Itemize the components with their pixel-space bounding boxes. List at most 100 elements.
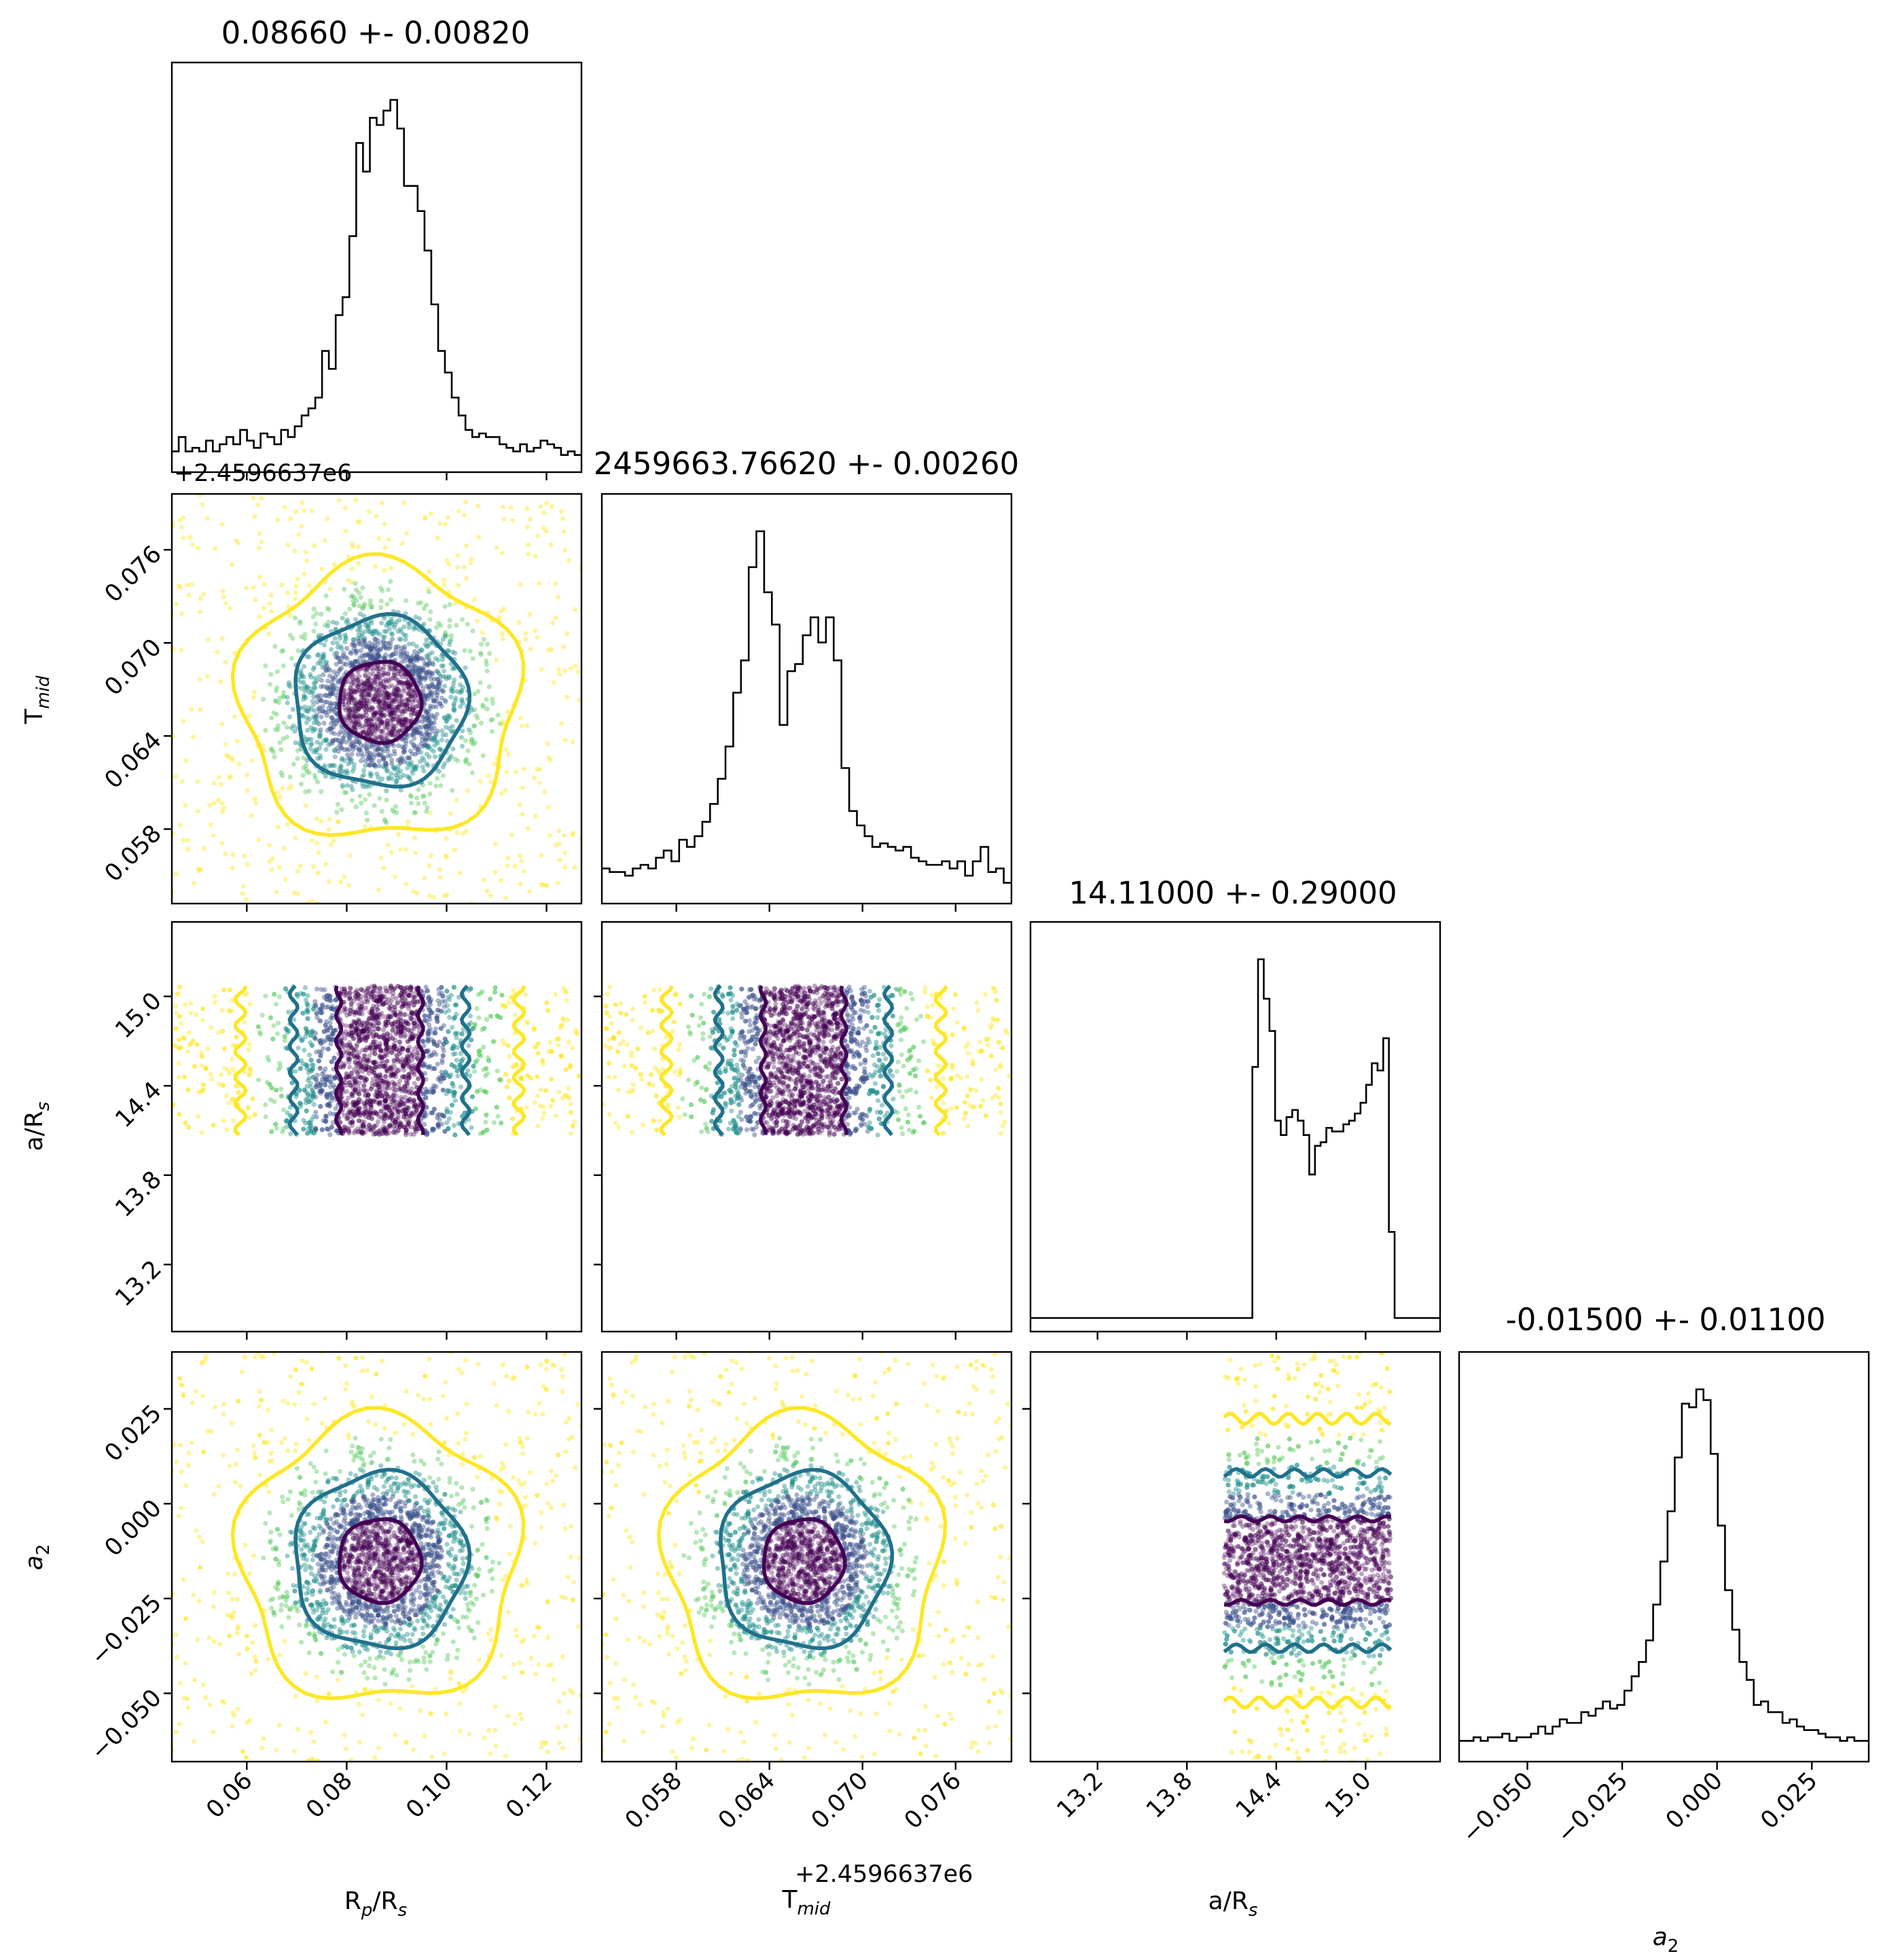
scatter-point — [339, 665, 344, 671]
scatter-point — [406, 641, 412, 647]
scatter-point — [533, 1044, 538, 1050]
scatter-point — [463, 759, 469, 765]
scatter-point — [295, 891, 301, 896]
scatter-point — [435, 1077, 441, 1082]
scatter-point — [480, 1027, 485, 1033]
scatter-point — [533, 813, 539, 819]
scatter-point — [293, 1069, 298, 1074]
scatter-point — [381, 707, 387, 712]
scatter-point — [434, 686, 440, 692]
scatter-point — [358, 997, 363, 1002]
scatter-point — [356, 706, 361, 711]
scatter-point — [402, 1084, 408, 1090]
scatter-point — [392, 1081, 397, 1086]
scatter-point — [439, 737, 444, 743]
scatter-point — [383, 1090, 389, 1097]
scatter-point — [418, 675, 423, 681]
scatter-point — [387, 703, 392, 709]
scatter-point — [345, 679, 351, 684]
scatter-point — [371, 1060, 376, 1065]
scatter-point — [353, 643, 358, 648]
scatter-point — [367, 640, 372, 646]
scatter-point — [408, 682, 413, 688]
scatter-point — [348, 783, 354, 789]
scatter-point — [253, 597, 258, 603]
scatter-point — [306, 736, 311, 742]
scatter-point — [395, 1128, 401, 1133]
scatter-point — [396, 1029, 401, 1035]
scatter-point — [379, 500, 385, 506]
scatter-point — [289, 656, 294, 661]
scatter-point — [359, 800, 364, 806]
scatter-point — [450, 1046, 455, 1051]
scatter-point — [418, 741, 424, 747]
scatter-point — [427, 569, 432, 575]
scatter-point — [438, 623, 444, 628]
scatter-point — [359, 697, 365, 702]
scatter-point — [276, 1067, 281, 1072]
scatter-point — [388, 753, 393, 758]
scatter-point — [433, 1026, 439, 1031]
scatter-point — [421, 768, 427, 774]
scatter-point — [220, 588, 226, 594]
scatter-point — [450, 1052, 456, 1057]
scatter-point — [387, 775, 392, 781]
scatter-point — [363, 810, 369, 816]
scatter-point — [560, 516, 566, 522]
scatter-point — [274, 1126, 279, 1131]
scatter-point — [298, 747, 304, 752]
scatter-point — [528, 516, 533, 522]
scatter-point — [499, 609, 504, 614]
scatter-point — [374, 630, 380, 636]
scatter-point — [208, 1071, 213, 1077]
scatter-point — [553, 581, 558, 586]
scatter-point — [370, 654, 376, 660]
scatter-point — [418, 676, 424, 681]
scatter-point — [179, 524, 184, 530]
scatter-point — [429, 671, 435, 677]
scatter-point — [431, 720, 437, 726]
scatter-point — [376, 693, 381, 698]
scatter-point — [457, 682, 463, 688]
scatter-point — [435, 681, 442, 687]
scatter-point — [394, 683, 399, 690]
scatter-point — [391, 728, 397, 734]
scatter-point — [380, 994, 385, 999]
scatter-point — [406, 1027, 411, 1033]
scatter-point — [365, 644, 371, 649]
scatter-point — [179, 1045, 184, 1050]
scatter-point — [338, 879, 344, 885]
scatter-point — [404, 1108, 410, 1113]
scatter-point — [416, 675, 421, 680]
scatter-point — [397, 679, 402, 685]
scatter-point — [369, 1086, 374, 1092]
scatter-point — [176, 1037, 181, 1043]
scatter-point — [297, 619, 303, 624]
scatter-point — [353, 497, 359, 503]
scatter-point — [563, 1067, 569, 1073]
scatter-point — [480, 702, 486, 708]
scatter-point — [363, 701, 368, 707]
scatter-point — [287, 684, 293, 690]
scatter-point — [353, 720, 358, 726]
scatter-point — [417, 675, 423, 681]
scatter-point — [401, 652, 408, 657]
scatter-point — [452, 707, 457, 712]
scatter-point — [440, 993, 446, 999]
scatter-point — [550, 1098, 556, 1103]
scatter-point — [406, 621, 411, 626]
scatter-point — [365, 685, 370, 690]
scatter-point — [331, 683, 337, 688]
scatter-point — [398, 1050, 404, 1055]
scatter-point — [374, 1073, 379, 1079]
scatter-point — [483, 1120, 488, 1125]
scatter-point — [346, 761, 351, 767]
scatter-point — [415, 747, 421, 753]
scatter-point — [277, 740, 283, 745]
scatter-point — [391, 697, 396, 702]
scatter-point — [518, 853, 523, 859]
scatter-point — [298, 863, 303, 868]
scatter-point — [382, 656, 387, 662]
scatter-point — [289, 726, 294, 731]
scatter-point — [416, 672, 422, 677]
